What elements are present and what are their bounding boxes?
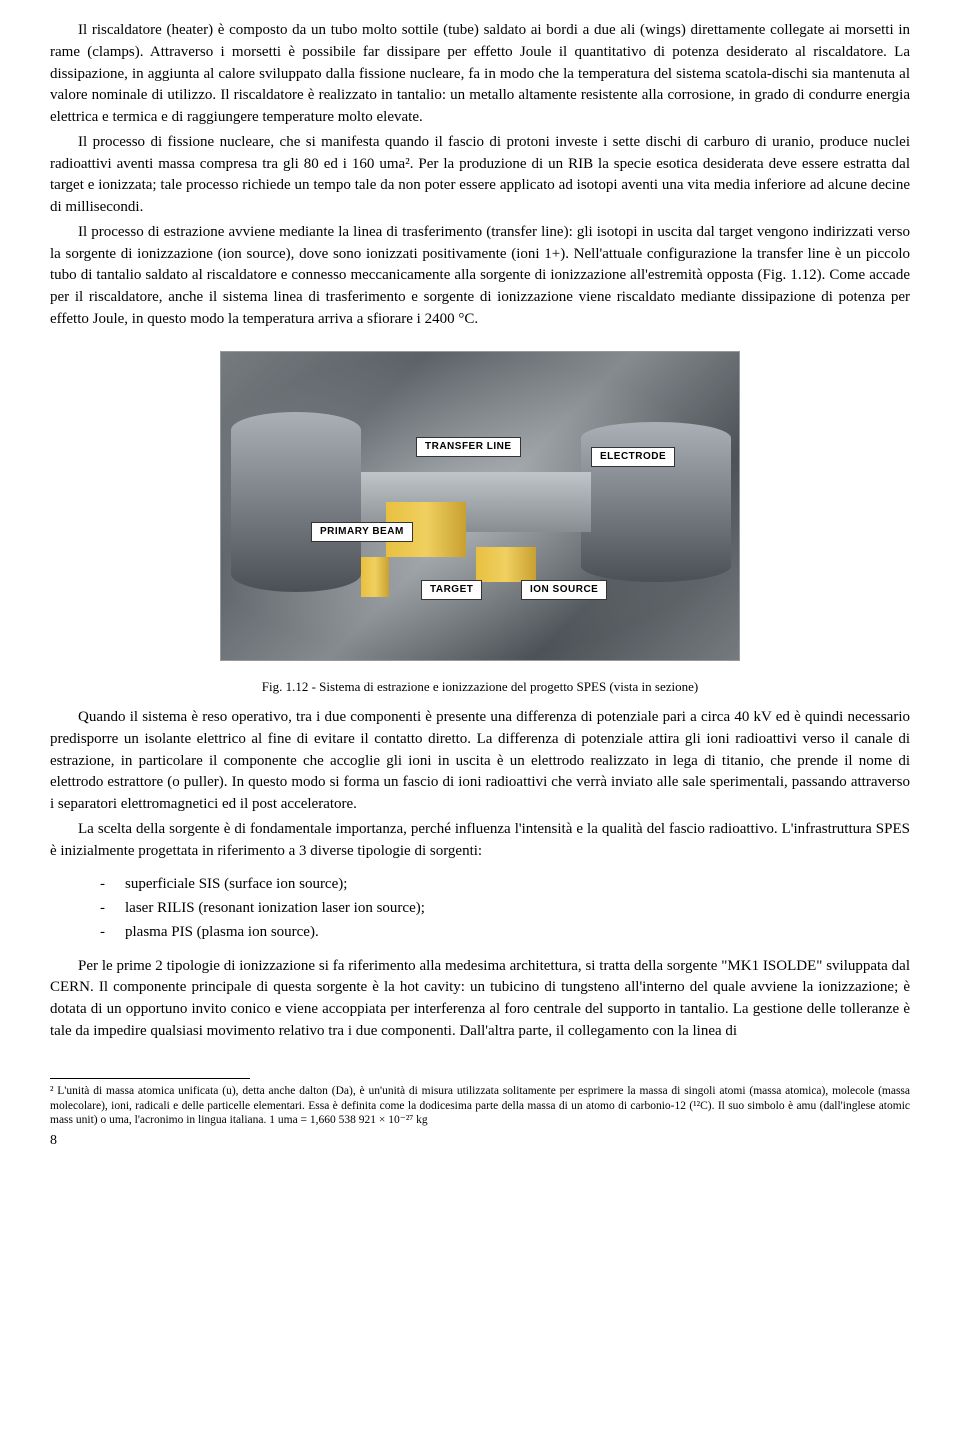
paragraph-3: Il processo di estrazione avviene median… <box>50 222 910 331</box>
label-ion-source: ION SOURCE <box>521 580 607 601</box>
footnote-text: ² L'unità di massa atomica unificata (u)… <box>50 1084 910 1129</box>
paragraph-5: La scelta della sorgente è di fondamenta… <box>50 819 910 863</box>
figure-caption: Fig. 1.12 - Sistema di estrazione e ioni… <box>50 678 910 697</box>
paragraph-6: Per le prime 2 tipologie di ionizzazione… <box>50 956 910 1043</box>
figure-container: TRANSFER LINE ELECTRODE PRIMARY BEAM TAR… <box>50 351 910 698</box>
list-container: -superficiale SIS (surface ion source); … <box>100 874 910 943</box>
list-item: -plasma PIS (plasma ion source). <box>100 922 910 944</box>
paragraph-4: Quando il sistema è reso operativo, tra … <box>50 707 910 816</box>
label-primary-beam: PRIMARY BEAM <box>311 522 413 543</box>
paragraph-1: Il riscaldatore (heater) è composto da u… <box>50 20 910 129</box>
list-item-text: superficiale SIS (surface ion source); <box>125 876 347 892</box>
page-number: 8 <box>50 1131 910 1151</box>
list-item: -superficiale SIS (surface ion source); <box>100 874 910 896</box>
paragraph-2: Il processo di fissione nucleare, che si… <box>50 132 910 219</box>
label-electrode: ELECTRODE <box>591 447 675 468</box>
label-transfer-line: TRANSFER LINE <box>416 437 521 458</box>
list-item: -laser RILIS (resonant ionization laser … <box>100 898 910 920</box>
label-target: TARGET <box>421 580 482 601</box>
figure-image: TRANSFER LINE ELECTRODE PRIMARY BEAM TAR… <box>220 351 740 661</box>
list-item-text: laser RILIS (resonant ionization laser i… <box>125 900 425 916</box>
footnote-separator <box>50 1078 250 1079</box>
list-item-text: plasma PIS (plasma ion source). <box>125 924 319 940</box>
